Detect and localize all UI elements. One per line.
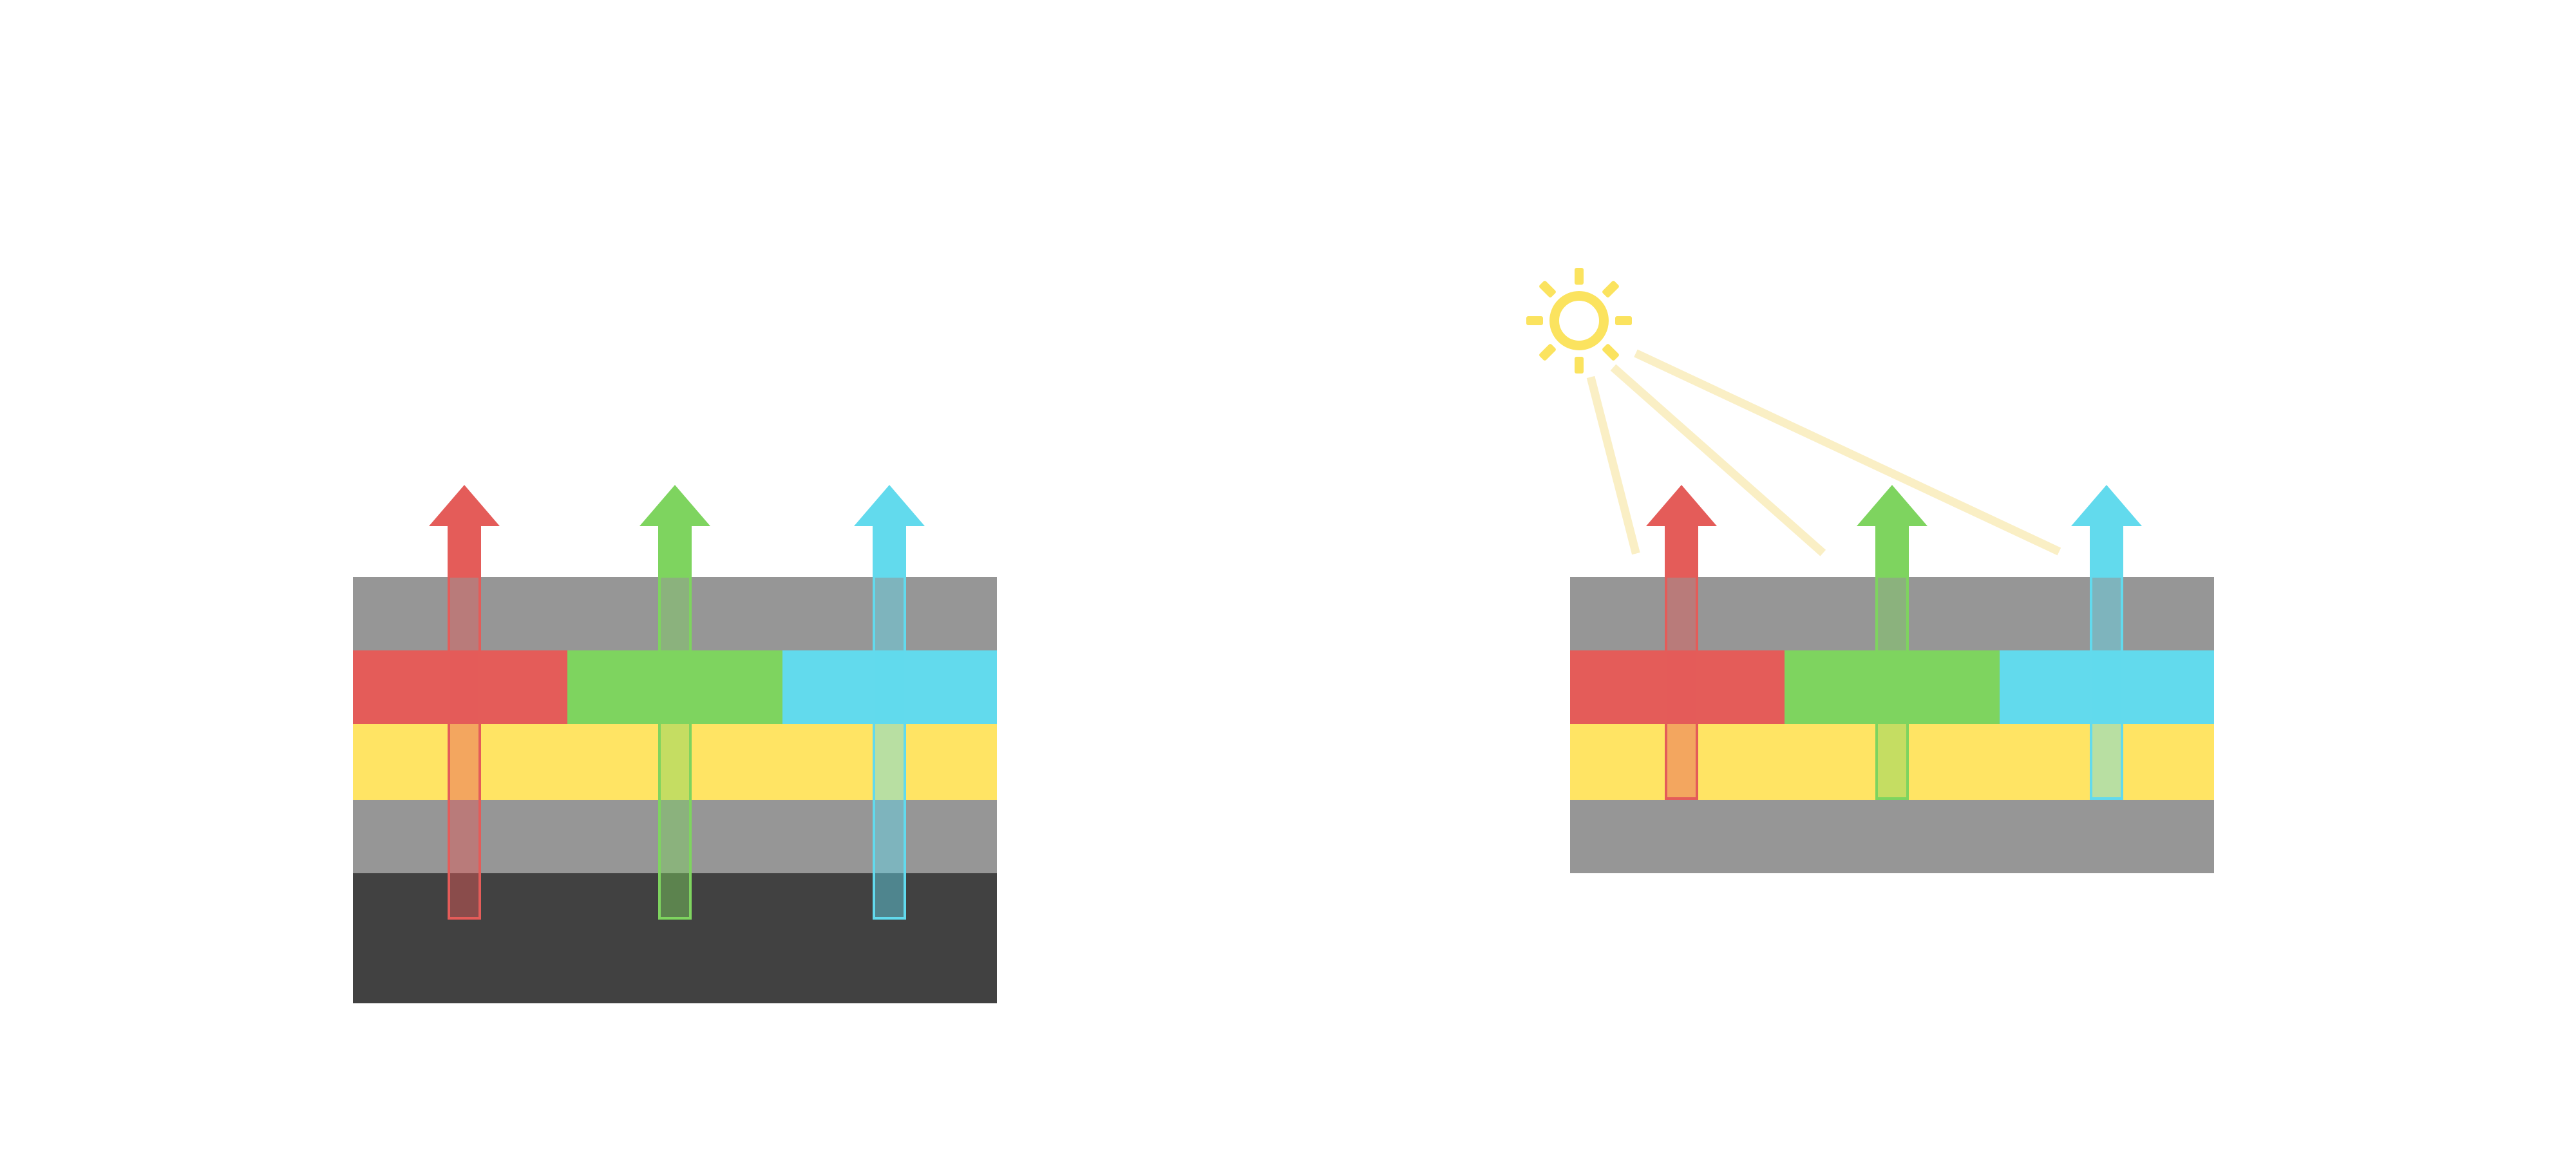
red-light-arrow-tail-through-stack <box>448 578 481 920</box>
gray-lower-layer <box>353 800 997 873</box>
dark-backplane-layer <box>353 873 997 1003</box>
yellow-layer <box>1570 724 2214 800</box>
green-subpixel-segment <box>1785 650 2000 724</box>
gray-top-layer <box>353 577 997 650</box>
red-light-arrow-tail <box>1665 526 1698 578</box>
green-light-arrow-tail-through-stack <box>1875 578 1909 800</box>
sun-ray-tick-icon <box>1539 343 1557 361</box>
gray-top-layer <box>1570 577 2214 650</box>
blue-light-arrow-tail <box>2090 526 2123 578</box>
blue-light-arrow-head <box>2071 485 2142 526</box>
blue-subpixel-segment <box>782 650 997 724</box>
red-subpixel-segment <box>353 650 568 724</box>
sun-ray-tick-icon <box>1575 268 1584 285</box>
sun-ray-tick-icon <box>1539 280 1557 299</box>
blue-light-arrow-tail <box>873 526 906 578</box>
gray-bottom-layer <box>1570 800 2214 873</box>
green-light-arrow-head <box>639 485 710 526</box>
rgb-pixel-layer <box>353 650 997 724</box>
sunbeam-icon <box>1586 375 1640 554</box>
sun-ray-tick-icon <box>1601 280 1620 299</box>
green-light-arrow-head <box>1857 485 1927 526</box>
sun-ray-tick-icon <box>1575 357 1584 374</box>
blue-light-arrow-head <box>854 485 925 526</box>
red-light-arrow-head <box>429 485 500 526</box>
blue-subpixel-segment <box>1999 650 2214 724</box>
blue-light-arrow-tail-through-stack <box>2090 578 2123 800</box>
green-light-arrow-tail <box>658 526 692 578</box>
sun-ray-tick-icon <box>1526 316 1543 325</box>
green-light-arrow-tail <box>1875 526 1909 578</box>
blue-light-arrow-tail-through-stack <box>873 578 906 920</box>
red-subpixel-segment <box>1570 650 1785 724</box>
green-light-arrow-tail-through-stack <box>658 578 692 920</box>
sun-ray-tick-icon <box>1601 343 1620 361</box>
sun-ray-tick-icon <box>1615 316 1632 325</box>
sun-icon <box>1549 291 1609 350</box>
red-light-arrow-tail <box>448 526 481 578</box>
red-light-arrow-tail-through-stack <box>1665 578 1698 800</box>
yellow-layer <box>353 724 997 800</box>
red-light-arrow-head <box>1646 485 1717 526</box>
rgb-pixel-layer <box>1570 650 2214 724</box>
green-subpixel-segment <box>567 650 782 724</box>
